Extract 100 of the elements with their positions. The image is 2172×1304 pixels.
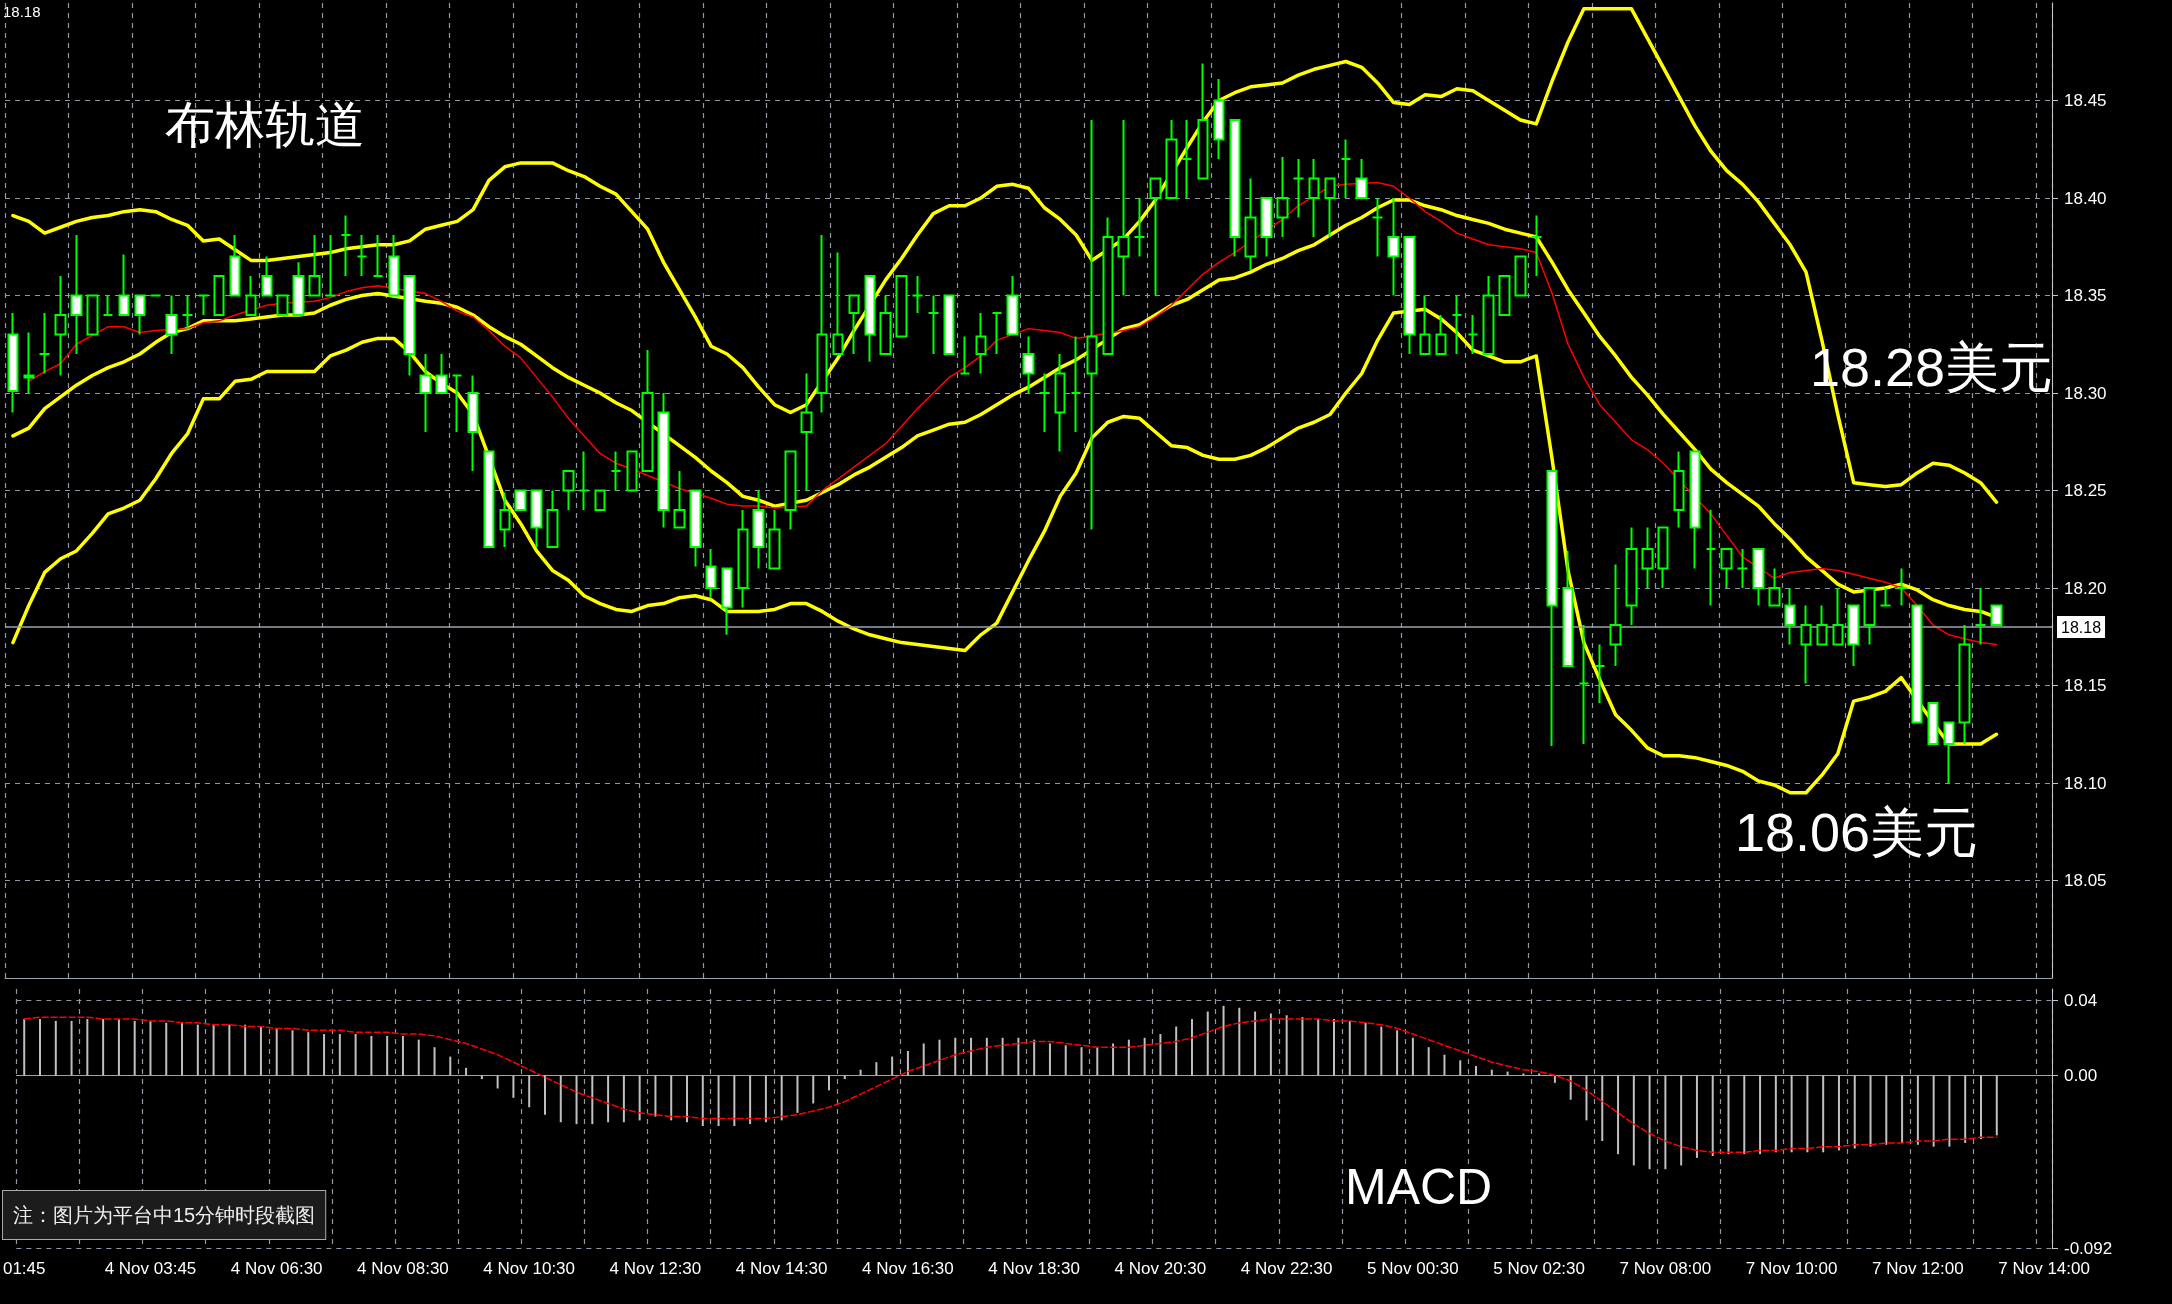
candlestick (737, 509, 749, 609)
bar (370, 1035, 373, 1076)
candlestick (1324, 177, 1336, 238)
bar (1143, 1037, 1146, 1076)
candlestick (435, 353, 448, 394)
candlestick (1149, 177, 1162, 297)
bar (86, 1019, 89, 1076)
bar (354, 1034, 357, 1076)
x-tick-label: 4 Nov 20:30 (1114, 1259, 1207, 1278)
candlestick (879, 294, 892, 355)
candlestick (1181, 119, 1193, 199)
y-tick-label: 18.40 (2064, 188, 2107, 208)
candlestick (1451, 294, 1463, 355)
bar (1427, 1047, 1430, 1076)
x-tick-label: 4 Nov 12:30 (609, 1259, 702, 1278)
bar (1979, 1075, 1982, 1140)
candlestick (768, 509, 781, 570)
candlestick (1022, 335, 1035, 394)
bar (1774, 1075, 1777, 1153)
candlestick (134, 294, 146, 336)
candlestick (1974, 587, 1987, 646)
candlestick (118, 253, 130, 316)
candlestick (7, 312, 19, 414)
candlestick (324, 234, 337, 297)
x-tick-label: 5 Nov 00:30 (1367, 1259, 1459, 1278)
candlestick (1498, 275, 1511, 316)
bar (559, 1075, 562, 1123)
bar (259, 1026, 262, 1076)
bar (922, 1043, 925, 1076)
candlestick (245, 275, 257, 316)
candlestick (340, 214, 352, 277)
bar (1664, 1075, 1667, 1170)
candlestick (975, 312, 987, 375)
bar (1206, 1011, 1209, 1076)
candlestick (1784, 587, 1796, 646)
bar (1916, 1075, 1919, 1145)
bar (938, 1039, 941, 1076)
y-tick-label: 18.35 (2064, 286, 2107, 305)
candlestick (308, 234, 321, 297)
x-tick-label: 4 Nov 22:30 (1240, 1259, 1333, 1278)
candlestick (229, 234, 241, 297)
bar (196, 1024, 199, 1076)
candlestick (1943, 721, 1955, 784)
bar (244, 1024, 247, 1076)
candlestick (499, 491, 511, 549)
candlestick (578, 450, 590, 511)
candlestick (848, 294, 860, 355)
candlestick (1705, 509, 1717, 607)
y-tick-label: 18.05 (2064, 871, 2107, 890)
bar (1127, 1039, 1130, 1076)
bar (149, 1020, 152, 1076)
bar (1885, 1075, 1888, 1145)
bar (496, 1075, 499, 1089)
bar (1033, 1039, 1036, 1076)
bar (701, 1075, 704, 1127)
bar (401, 1035, 404, 1076)
bar (1806, 1075, 1809, 1153)
candlestick (1768, 567, 1781, 607)
bar (291, 1030, 294, 1076)
candlestick (1514, 255, 1527, 297)
candlestick (1260, 197, 1273, 258)
bar (1411, 1037, 1414, 1076)
bar (1648, 1075, 1651, 1170)
candlestick (752, 489, 765, 570)
bar (433, 1047, 436, 1076)
bar (1790, 1075, 1793, 1153)
candlestick (1720, 548, 1733, 589)
candlestick (1276, 156, 1289, 238)
candlestick (1229, 119, 1241, 258)
candlestick (1006, 275, 1019, 336)
candlestick (1736, 548, 1749, 589)
candlestick (927, 294, 940, 355)
candlestick (1752, 548, 1765, 607)
x-tick-label: 4 Nov 06:30 (230, 1259, 323, 1278)
candlestick (1308, 158, 1320, 238)
candlestick (1070, 335, 1082, 433)
y-tick-label: 18.10 (2064, 773, 2107, 793)
candlestick (181, 294, 194, 330)
candlestick (1467, 314, 1479, 355)
bar (1617, 1075, 1620, 1155)
candlestick (1562, 549, 1574, 667)
bar (717, 1075, 720, 1127)
ref-line-label: 18.18 (2061, 618, 2102, 636)
candlestick (705, 548, 717, 599)
candlestick (1387, 197, 1400, 297)
candlestick (54, 275, 67, 377)
bar (1017, 1037, 1020, 1076)
y-tick-label: 18.15 (2064, 676, 2107, 695)
bar (1759, 1075, 1762, 1155)
candlestick (1895, 567, 1908, 607)
candlestick (1958, 624, 1971, 745)
bar (1901, 1075, 1904, 1143)
y-tick-label: 18.30 (2064, 383, 2107, 403)
bar (1601, 1075, 1604, 1142)
candlestick (1546, 470, 1558, 747)
y-tick-label: 0.04 (2064, 990, 2098, 1010)
candlestick (1340, 138, 1352, 199)
x-tick-label: 7 Nov 12:00 (1872, 1259, 1964, 1278)
bar (828, 1075, 831, 1091)
candlestick (1355, 158, 1368, 199)
